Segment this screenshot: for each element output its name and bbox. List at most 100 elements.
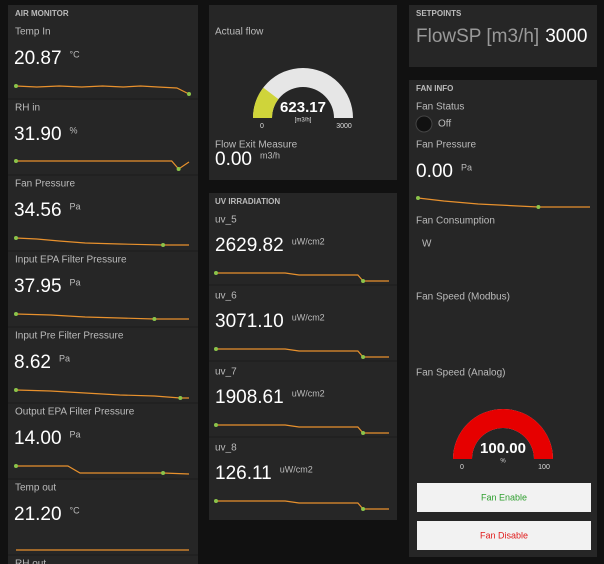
sparkline-dot [161,243,166,247]
gauge-fill [253,87,279,118]
label: Input Pre Filter Pressure [15,331,124,342]
sparkline [16,465,190,475]
label: Input EPA Filter Pressure [15,255,127,266]
value: 14.00 [14,428,62,449]
unit: Pa [70,429,81,439]
sparkline-dot [161,471,166,475]
sparkline-dot [187,92,191,96]
sparkline-dot [14,84,18,88]
panel-title: UV IRRADIATION [215,197,280,206]
value: 0.00 [416,161,453,182]
sparkline-dot [178,396,183,400]
value: 0.00 [215,149,252,170]
sparkline-dot [14,159,18,163]
sparkline-dot [214,499,218,503]
label: FlowSP [m3/h] [416,26,539,47]
sparkline [216,500,389,510]
label: RH in [15,103,40,114]
sparkline-dot [152,317,157,321]
unit: uW/cm2 [292,388,325,398]
panel [409,5,597,67]
unit: °C [70,505,81,515]
unit: m3/h [260,150,280,160]
sparkline [15,313,189,320]
value: 31.90 [14,124,62,145]
unit: Pa [70,201,81,211]
label: uv_6 [215,291,237,302]
label: Fan Speed (Modbus) [416,292,510,303]
value: 2629.82 [215,235,284,256]
button-label[interactable]: Fan Disable [480,530,528,540]
label: Temp In [15,27,51,38]
gauge-min: 0 [260,123,264,130]
unit: % [70,125,78,135]
sparkline [216,424,389,434]
sparkline [216,272,389,282]
panel [409,80,597,557]
sparkline [417,197,590,208]
label: Flow Exit Measure [215,140,298,151]
unit: uW/cm2 [292,236,325,246]
unit: Pa [70,277,81,287]
sparkline-dot [14,312,18,316]
sparkline-dot [14,388,18,392]
sparkline-dot [361,355,366,359]
sparkline-dot [536,205,541,209]
sparkline-dot [14,236,18,240]
sparkline-dot [361,279,366,283]
label: Fan Speed (Analog) [416,368,506,379]
label: Temp out [15,483,56,494]
panel-title: AIR MONITOR [15,9,69,18]
sparkline-dot [176,167,181,171]
sparkline [15,85,190,95]
label: Output EPA Filter Pressure [15,407,135,418]
label: uv_7 [215,367,237,378]
value: 21.20 [14,504,62,525]
sparkline [16,160,190,170]
button[interactable] [417,483,591,512]
label: Fan Consumption [416,216,495,227]
sparkline-dot [214,347,218,351]
unit: uW/cm2 [292,312,325,322]
gauge-max: 3000 [336,123,352,130]
value: 1908.61 [215,387,284,408]
gauge-min: 0 [460,464,464,471]
label: Fan Pressure [15,179,75,190]
button[interactable] [417,521,591,550]
value: 3000 [545,26,587,47]
label: RH out [15,559,46,564]
unit: W [422,239,432,250]
value: 3071.10 [215,311,284,332]
status: Off [438,119,451,130]
value: 20.87 [14,48,62,69]
value: 126.11 [215,463,272,484]
gauge-max: 100 [538,464,550,471]
gauge-value: 623.17 [280,99,326,116]
sparkline-dot [416,196,420,200]
label: Fan Pressure [416,140,476,151]
sparkline-dot [361,507,366,511]
gauge-track [253,68,353,118]
button-label[interactable]: Fan Enable [481,492,527,502]
sparkline [216,348,389,358]
value: 37.95 [14,276,62,297]
gauge-value: 100.00 [480,440,526,457]
sparkline-dot [14,464,18,468]
sparkline-dot [214,423,218,427]
panel-title: FAN INFO [416,84,453,93]
gauge-unit: % [500,459,506,465]
gauge-fill [453,409,553,459]
value: 34.56 [14,200,62,221]
panel [209,5,397,180]
sparkline-dot [361,431,366,435]
panel-title: SETPOINTS [416,9,462,18]
sparkline-dot [214,271,218,275]
label: Fan Status [416,102,464,113]
unit: Pa [59,353,70,363]
label: Actual flow [215,27,264,38]
gauge-unit: [m3/h] [295,118,312,124]
unit: °C [70,49,81,59]
unit: Pa [461,162,472,172]
